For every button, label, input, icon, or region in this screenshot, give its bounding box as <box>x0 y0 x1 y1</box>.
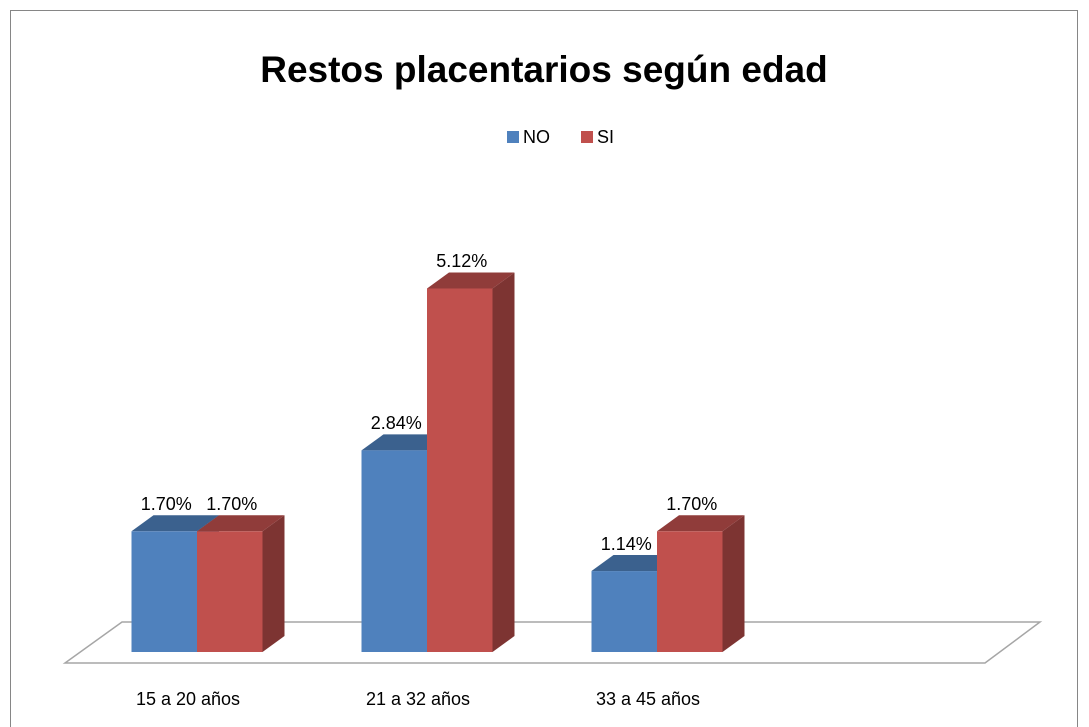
bar-side <box>722 515 745 652</box>
bar-top <box>657 515 745 532</box>
x-tick-label: 15 a 20 años <box>136 689 240 709</box>
bar-side <box>492 272 515 652</box>
data-label: 5.12% <box>436 251 487 271</box>
bar <box>427 288 493 652</box>
bar-side <box>262 515 285 652</box>
legend-swatch <box>581 131 593 143</box>
legend-label: NO <box>523 127 550 147</box>
data-label: 1.70% <box>206 494 257 514</box>
legend-label: SI <box>597 127 614 147</box>
x-tick-label: 33 a 45 años <box>596 689 700 709</box>
bar <box>197 531 263 652</box>
bar-top <box>131 515 219 532</box>
bar-top <box>427 272 515 289</box>
floor <box>62 621 1043 664</box>
chart-title: Restos placentarios según edad <box>260 49 828 90</box>
bar <box>657 531 723 652</box>
data-label: 1.70% <box>666 494 717 514</box>
data-label: 2.84% <box>371 413 422 433</box>
data-label: 1.70% <box>141 494 192 514</box>
bar <box>361 450 427 652</box>
x-tick-label: 21 a 32 años <box>366 689 470 709</box>
data-label: 1.14% <box>601 534 652 554</box>
bar <box>131 531 197 652</box>
bar-top <box>197 515 285 532</box>
legend-swatch <box>507 131 519 143</box>
bar <box>591 571 657 652</box>
